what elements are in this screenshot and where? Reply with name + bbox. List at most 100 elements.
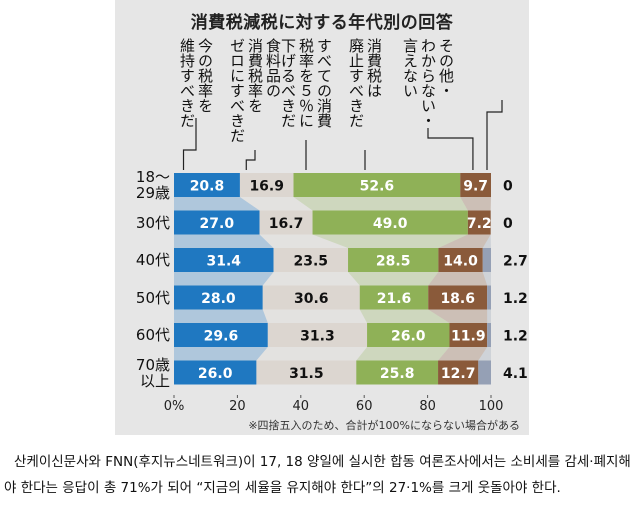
- bar-segment: [460, 173, 491, 197]
- article-caption: 산케이신문사와 FNN(후지뉴스네트워크)이 17, 18 양일에 실시한 합동…: [4, 454, 631, 496]
- bar-segment: [174, 248, 274, 272]
- chart-title: 消費税減税に対する年代別の回答: [190, 13, 454, 33]
- connector-band: [356, 347, 450, 361]
- bar-segment: [174, 173, 240, 197]
- other-value-label: 4.1: [503, 366, 528, 382]
- bar-segment: [478, 360, 491, 385]
- bar-value-label: 14.0: [443, 254, 478, 270]
- stacked-bar-chart: 20.8 16.9 52.6 9.7 0 27.0 16.7 49.0 7.2 0 31.4 23.5…: [164, 100, 528, 414]
- connector-band: [428, 309, 488, 323]
- connector-band: [174, 197, 260, 211]
- row-label: 50代: [135, 288, 170, 307]
- bar-value-label: 28.5: [376, 254, 411, 270]
- leader-line: [427, 128, 474, 170]
- connector-band: [482, 272, 491, 286]
- connector-band: [262, 309, 368, 323]
- row-label: 60代: [135, 326, 170, 344]
- bar-segment: [273, 248, 349, 272]
- row-label: 40代: [135, 251, 170, 269]
- series-header: その他・ わからない・ 言えない: [401, 38, 455, 128]
- other-value-label: 0: [503, 216, 513, 232]
- bar-value-label: 31.3: [300, 329, 335, 345]
- row-label: 70歳 以上: [135, 355, 170, 390]
- bar-value-label: 27.0: [200, 216, 235, 232]
- bar-value-label: 49.0: [373, 216, 408, 232]
- bar-value-label: 18.6: [440, 291, 475, 307]
- connector-band: [239, 197, 313, 211]
- bar-value-label: 30.6: [294, 291, 329, 307]
- connector-band: [312, 234, 468, 248]
- bar-segment: [174, 360, 257, 385]
- bar-value-label: 16.7: [269, 216, 304, 232]
- bar-segment: [293, 173, 461, 197]
- bar-segment: [262, 285, 360, 310]
- bar-segment: [267, 323, 368, 347]
- other-value-label: 0: [503, 179, 513, 195]
- bar-value-label: 26.0: [198, 366, 233, 382]
- other-value-label: 2.7: [503, 254, 528, 270]
- bar-segment: [356, 360, 439, 385]
- connector-band: [293, 197, 468, 211]
- x-tick-label: 20: [229, 399, 246, 414]
- bar-segment: [259, 210, 313, 235]
- bar-segment: [359, 285, 429, 310]
- bar-segment: [367, 323, 450, 347]
- bar-value-label: 16.9: [249, 179, 284, 195]
- chart-note: ※四捨五入のため、合計が100%にならない場合がある: [248, 419, 520, 432]
- connector-band: [460, 197, 491, 211]
- bar-segment: [174, 323, 268, 347]
- chart-figure: 消費税減税に対する年代別の回答 今の税率を 維持すべきだ 食料品の 消費税率を ゼ…: [115, 0, 529, 435]
- connector-band: [259, 234, 349, 248]
- bar-value-label: 21.6: [377, 291, 412, 307]
- connector-band: [478, 347, 491, 361]
- connector-band: [174, 272, 274, 286]
- bar-segment: [467, 210, 491, 235]
- bar-segment: [438, 360, 479, 385]
- series-header: すべての消費 税率を５％に 下げるべきだ: [279, 38, 333, 128]
- x-tick-label: 40: [293, 399, 310, 414]
- connector-band: [174, 347, 268, 361]
- x-tick-label: 80: [419, 399, 436, 414]
- bar-value-label: 23.5: [294, 254, 329, 270]
- x-tick-label: 60: [356, 399, 373, 414]
- bar-segment: [428, 285, 488, 310]
- bar-segment: [487, 323, 491, 347]
- connector-band: [438, 234, 491, 248]
- x-tick-label: 100: [479, 399, 504, 414]
- connector-band: [482, 234, 491, 248]
- connector-band: [256, 347, 368, 361]
- leader-line: [486, 100, 503, 170]
- bar-segment: [312, 210, 468, 235]
- connector-band: [487, 309, 491, 323]
- series-header: 食料品の 消費税率を ゼロにすべきだ: [228, 38, 282, 143]
- bar-value-label: 28.0: [201, 291, 236, 307]
- other-value-label: 1.2: [503, 291, 528, 307]
- connector-band: [174, 234, 274, 248]
- x-tick-label: 0%: [164, 399, 185, 414]
- series-header: 消費税は 廃止すべきだ: [347, 38, 383, 128]
- bar-segment: [239, 173, 294, 197]
- bar-value-label: 52.6: [360, 179, 395, 195]
- connector-band: [348, 272, 439, 286]
- bar-value-label: 9.7: [463, 179, 488, 195]
- connector-band: [428, 272, 488, 286]
- bar-value-label: 20.8: [190, 179, 225, 195]
- bar-value-label: 7.2: [467, 216, 492, 232]
- connector-band: [359, 309, 450, 323]
- connector-band: [262, 272, 360, 286]
- bar-segment: [482, 248, 491, 272]
- bar-segment: [487, 285, 491, 310]
- connector-band: [174, 309, 268, 323]
- bar-segment: [174, 285, 263, 310]
- connector-band: [438, 347, 488, 361]
- bar-segment: [449, 323, 488, 347]
- leader-line: [182, 118, 197, 170]
- row-label: 18〜 29歳: [135, 168, 170, 202]
- bar-value-label: 11.9: [451, 329, 486, 345]
- bar-value-label: 31.4: [206, 254, 241, 270]
- bar-value-label: 29.6: [204, 329, 239, 345]
- other-value-label: 1.2: [503, 329, 528, 345]
- bar-value-label: 26.0: [391, 329, 426, 345]
- bar-segment: [438, 248, 483, 272]
- row-label: 30代: [135, 213, 170, 232]
